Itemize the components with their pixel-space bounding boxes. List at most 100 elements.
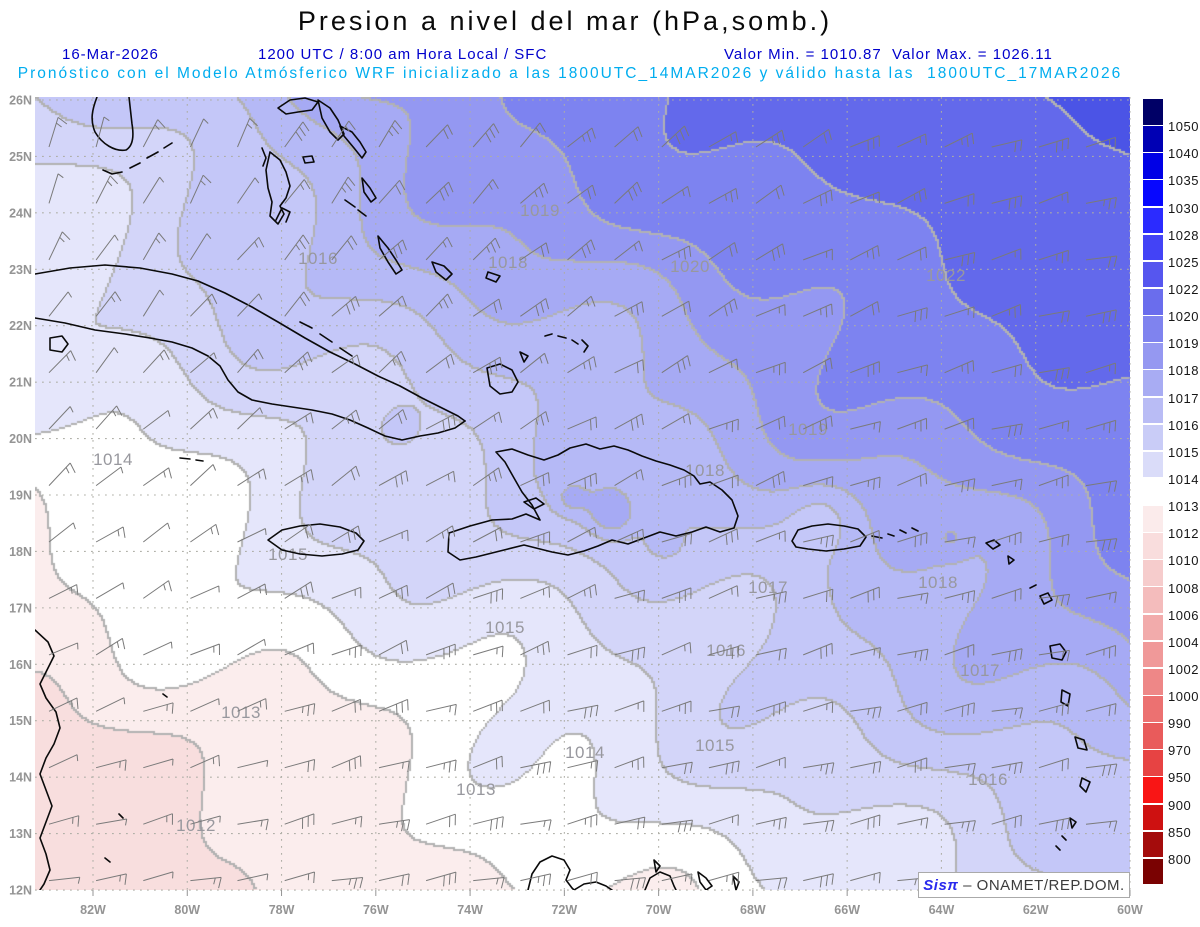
lat-tick-label: 19N: [9, 489, 32, 503]
wind-barb: [897, 364, 928, 376]
wind-barb: [944, 193, 975, 207]
wind-barb: [755, 243, 786, 261]
wind-barb: [425, 813, 456, 828]
coastline: [1069, 817, 1077, 829]
colorbar-label: 1000: [1168, 689, 1199, 704]
wind-barb: [473, 699, 503, 714]
wind-barb: [378, 873, 410, 887]
lon-tick-label: 82W: [80, 903, 106, 917]
wind-barb: [48, 697, 79, 712]
coastline: [277, 97, 319, 115]
wind-barb: [850, 814, 881, 830]
isobar-label: 1022: [926, 266, 966, 285]
wind-barb: [661, 413, 691, 430]
wind-barb: [473, 645, 504, 658]
wind-barb: [237, 348, 264, 374]
isobar-label: 1018: [918, 573, 958, 592]
colorbar-label: 1004: [1168, 634, 1199, 650]
wind-barb: [661, 587, 692, 603]
wind-barb: [237, 118, 258, 148]
coastline: [261, 147, 267, 167]
wind-barb: [95, 234, 119, 261]
wind-barb: [708, 528, 739, 545]
wind-barb: [284, 523, 314, 543]
wind-barb: [708, 298, 738, 317]
wind-barb: [661, 700, 692, 715]
wind-barb: [661, 355, 691, 374]
wind-barb: [850, 191, 880, 204]
wind-barb: [1038, 702, 1070, 716]
wind-barb: [237, 638, 266, 656]
wind-barb: [378, 239, 407, 261]
wind-barb: [661, 641, 692, 656]
wind-barb: [143, 467, 172, 487]
wind-barb: [48, 117, 68, 148]
wind-barb: [567, 239, 596, 261]
lon-axis: 82W 80W 78W 76W 74W 72W 70W 68W 66W 64W 62W 60W: [80, 890, 1143, 917]
colorbar-segment: [1143, 288, 1163, 315]
wind-barb: [897, 187, 927, 204]
wind-barb: [95, 466, 124, 487]
colorbar-label: 1020: [1168, 309, 1199, 325]
coastline: [91, 97, 134, 152]
wind-barb: [755, 361, 786, 376]
lat-tick-label: 26N: [9, 94, 32, 108]
wind-barb: [567, 871, 598, 885]
wind-barb: [284, 234, 310, 261]
wind-barb: [142, 119, 166, 148]
coastline: [1029, 584, 1037, 589]
lat-tick-label: 20N: [9, 432, 32, 446]
wind-barb: [378, 760, 410, 772]
lat-tick-label: 17N: [9, 601, 32, 615]
coastline: [344, 199, 367, 217]
coastline: [339, 125, 367, 159]
wind-barb: [991, 761, 1023, 775]
wind-barb: [520, 761, 552, 775]
wind-barb: [1085, 362, 1116, 375]
wind-barb: [95, 697, 126, 712]
wind-barb: [143, 702, 174, 714]
colorbar-segment: [1143, 641, 1163, 668]
lat-tick-label: 23N: [9, 263, 32, 277]
wind-barb: [190, 815, 221, 825]
wind-barb: [991, 531, 1022, 546]
wind-barb: [944, 417, 975, 432]
coastline: [519, 351, 529, 363]
wind-barb: [284, 412, 314, 430]
lat-tick-label: 21N: [9, 376, 32, 390]
wind-barb: [520, 182, 549, 204]
colorbar-label: 850: [1168, 824, 1192, 840]
wind-barb: [237, 407, 263, 430]
wind-barb: [755, 415, 786, 430]
isobar-label: 1015: [268, 545, 308, 564]
wind-barb: [1038, 191, 1069, 204]
wind-barb: [802, 189, 833, 207]
wind-barb: [803, 303, 833, 318]
lon-tick-label: 70W: [646, 903, 672, 917]
coastline: [35, 317, 466, 441]
wind-barb: [1085, 820, 1118, 832]
wind-barb: [378, 584, 409, 599]
wind-barb: [472, 467, 502, 487]
wind-barb: [897, 472, 928, 487]
wind-barb: [944, 644, 975, 658]
wind-barb: [708, 131, 739, 148]
isobar-label: 1014: [93, 450, 133, 469]
coastline: [1079, 777, 1091, 793]
wind-barb: [708, 645, 740, 660]
wind-barb: [991, 304, 1022, 318]
lat-tick-label: 18N: [9, 545, 32, 559]
colorbar-segment: [1143, 478, 1163, 505]
wind-barb: [378, 639, 409, 656]
wind-barb: [378, 409, 408, 430]
wind-barb: [897, 592, 929, 604]
coastline: [35, 264, 466, 422]
coastline: [732, 875, 740, 890]
colorbar-segment: [1143, 424, 1163, 451]
wind-barb: [48, 173, 64, 204]
wind-barb: [614, 126, 643, 148]
wind-barb: [755, 647, 787, 661]
wind-barb: [1085, 480, 1118, 493]
wind-barb: [802, 128, 832, 148]
wind-barb: [190, 643, 220, 656]
